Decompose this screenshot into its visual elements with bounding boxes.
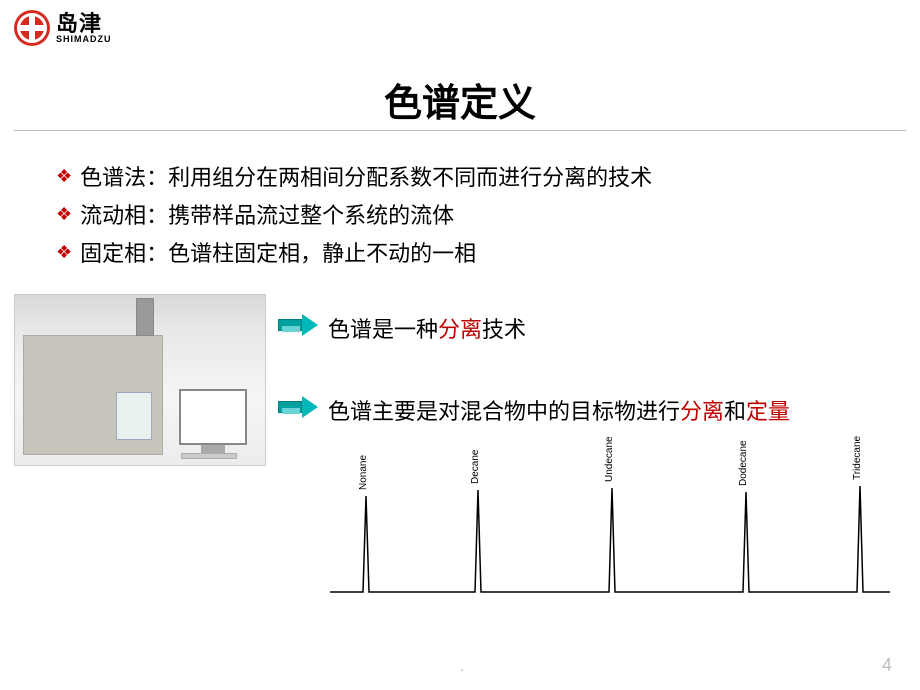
footer-dot: .	[460, 658, 464, 676]
gc-instrument-icon	[23, 335, 163, 455]
peak-label: Undecane	[604, 436, 615, 482]
stmt2-pre: 色谱主要是对混合物中的目标物进行	[328, 399, 680, 424]
stmt2-highlight-1: 分离	[680, 399, 724, 424]
instrument-photo	[14, 294, 266, 466]
bullet-marker-icon: ❖	[56, 204, 72, 225]
peak-label: Tridecane	[852, 436, 863, 480]
arrow-icon	[278, 316, 318, 334]
chromatogram-chart: NonaneDecaneUndecaneDodecaneTridecane	[330, 462, 890, 612]
bullet-list: ❖ 色谱法： 利用组分在两相间分配系数不同而进行分离的技术 ❖ 流动相： 携带样…	[56, 160, 652, 274]
arrow-icon	[278, 398, 318, 416]
bullet-marker-icon: ❖	[56, 166, 72, 187]
stmt2-mid: 和	[724, 399, 746, 424]
bullet-label: 色谱法：	[80, 160, 168, 192]
keyboard-icon	[181, 453, 237, 459]
bullet-item: ❖ 固定相： 色谱柱固定相，静止不动的一相	[56, 236, 652, 268]
stmt1-highlight: 分离	[438, 317, 482, 342]
bullet-label: 流动相：	[80, 198, 168, 230]
stmt1-pre: 色谱是一种	[328, 317, 438, 342]
logo-text: 岛津 SHIMADZU	[56, 13, 112, 44]
peak-label: Dodecane	[738, 440, 749, 486]
statement-1: 色谱是一种分离技术	[328, 312, 526, 344]
bullet-item: ❖ 色谱法： 利用组分在两相间分配系数不同而进行分离的技术	[56, 160, 652, 192]
peak-label: Nonane	[358, 455, 369, 490]
slide-title: 色谱定义	[0, 72, 920, 127]
logo-en: SHIMADZU	[56, 35, 112, 44]
bullet-item: ❖ 流动相： 携带样品流过整个系统的流体	[56, 198, 652, 230]
monitor-icon	[179, 389, 247, 445]
bullet-text: 携带样品流过整个系统的流体	[168, 198, 454, 230]
bullet-marker-icon: ❖	[56, 242, 72, 263]
bullet-text: 色谱柱固定相，静止不动的一相	[168, 236, 476, 268]
bullet-text: 利用组分在两相间分配系数不同而进行分离的技术	[168, 160, 652, 192]
logo-mark-icon	[14, 10, 50, 46]
peak-label: Decane	[470, 450, 481, 484]
page-number: 4	[882, 655, 892, 676]
bullet-label: 固定相：	[80, 236, 168, 268]
stmt2-highlight-2: 定量	[746, 399, 790, 424]
statement-2: 色谱主要是对混合物中的目标物进行分离和定量	[328, 394, 790, 426]
logo-cn: 岛津	[56, 13, 112, 35]
title-divider	[14, 130, 906, 131]
stmt1-post: 技术	[482, 317, 526, 342]
brand-logo: 岛津 SHIMADZU	[14, 10, 112, 46]
